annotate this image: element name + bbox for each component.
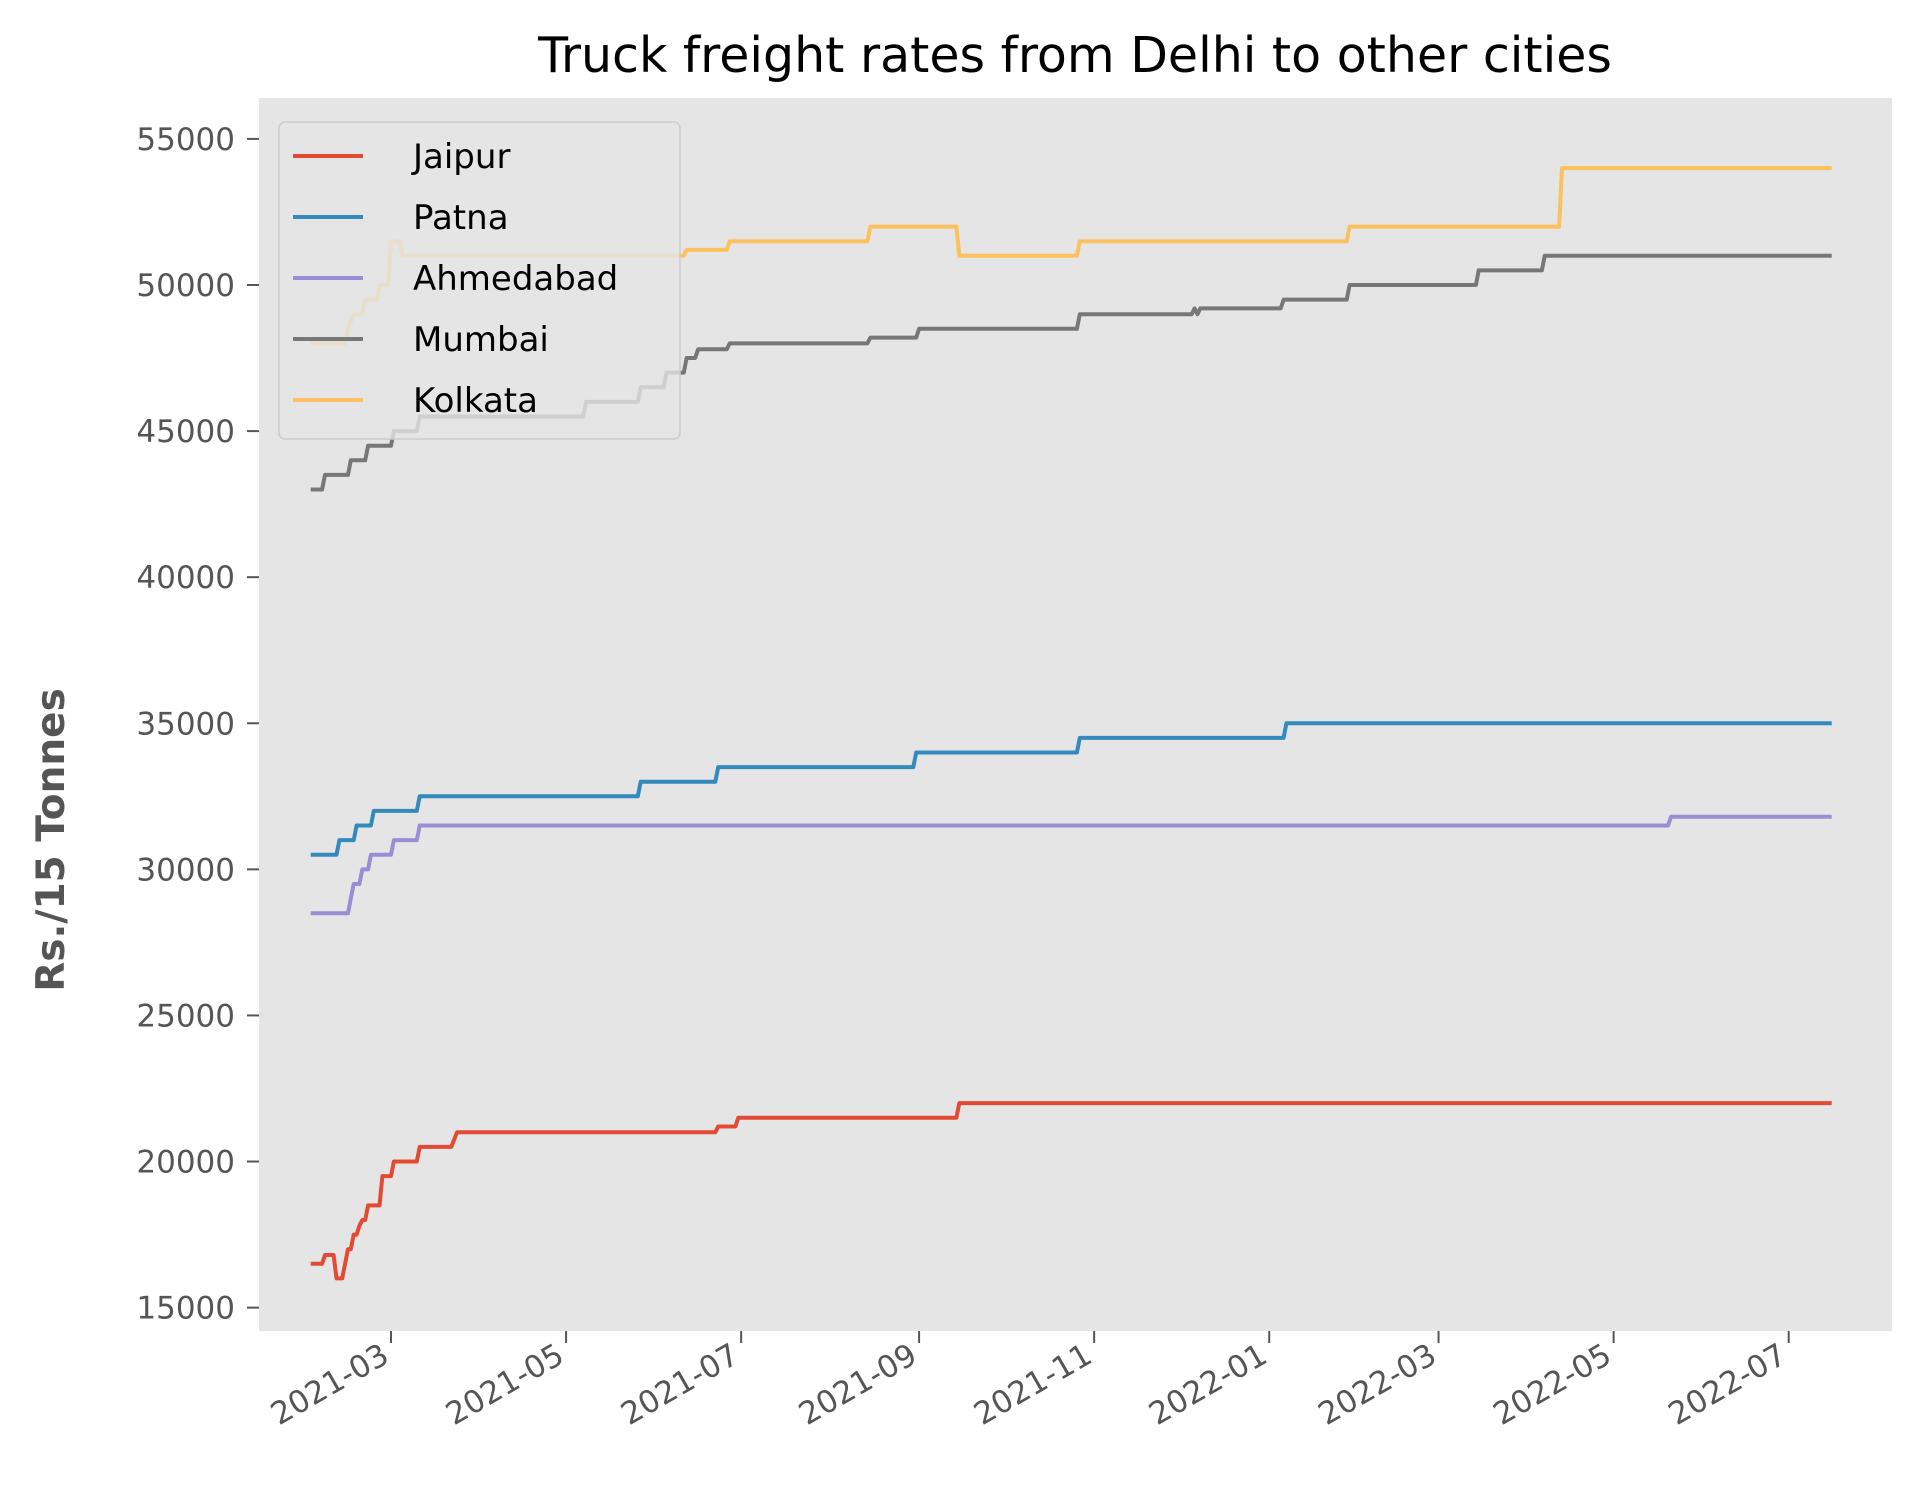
y-tick-label: 15000 [136,1291,235,1327]
y-axis: 15000 20000 25000 30000 35000 40000 45000 50000… [136,122,259,1327]
y-axis-label: Rs./15 Tonnes [29,688,74,992]
x-tick-label: 2021-07 [615,1337,745,1433]
y-tick-label: 50000 [136,268,235,304]
y-tick-label: 20000 [136,1145,235,1181]
legend-box [278,121,681,440]
series-line-patna [310,721,1832,857]
legend-label-kolkata: Kolkata [413,381,538,421]
x-tick-label: 2021-11 [968,1337,1098,1433]
y-tick-label: 40000 [136,560,235,596]
legend: Jaipur Patna Ahmedabad Mumbai Kolkata [278,121,681,440]
legend-label-ahmedabad: Ahmedabad [413,259,618,299]
y-tick-label: 35000 [136,706,235,742]
x-tick-label: 2022-07 [1663,1337,1793,1433]
series-line-ahmedabad [310,814,1832,916]
x-tick-label: 2022-01 [1143,1337,1273,1433]
series-line-mumbai [310,253,1832,492]
chart-title: Truck freight rates from Delhi to other … [537,27,1612,84]
legend-label-jaipur: Jaipur [411,137,510,177]
y-tick-label: 55000 [136,122,235,158]
y-tick-label: 25000 [136,998,235,1034]
x-tick-label: 2021-03 [265,1337,395,1433]
x-tick-label: 2022-03 [1312,1337,1442,1433]
series-line-jaipur [310,1101,1832,1281]
x-tick-label: 2021-05 [440,1337,570,1433]
x-tick-label: 2021-09 [793,1337,923,1433]
legend-label-mumbai: Mumbai [413,320,549,360]
legend-label-patna: Patna [413,198,509,238]
x-tick-label: 2022-05 [1487,1337,1617,1433]
x-axis: 2021-03 2021-05 2021-07 2021-09 2021-11 2022-… [265,1331,1793,1433]
y-tick-label: 30000 [136,852,235,888]
y-tick-label: 45000 [136,414,235,450]
